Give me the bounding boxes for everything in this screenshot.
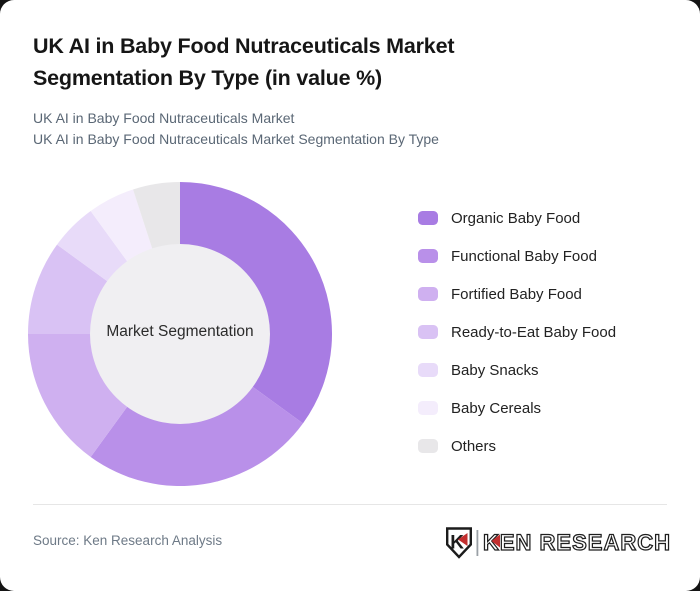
legend-label: Organic Baby Food [451, 209, 581, 227]
legend-label: Baby Cereals [451, 399, 542, 417]
logo-wordmark: KEN RESEARCH [482, 529, 671, 555]
legend-item-baby-cereals[interactable]: Baby Cereals [418, 399, 616, 417]
legend-swatch [418, 211, 438, 225]
legend-swatch [418, 249, 438, 263]
ken-research-logo: K KEN RESEARCH [446, 527, 671, 559]
legend-label: Baby Snacks [451, 361, 539, 379]
logo-wordmark-accent [491, 534, 500, 548]
svg-text:K: K [450, 533, 464, 554]
logo-separator [476, 530, 479, 556]
donut-chart-area [28, 182, 332, 486]
legend-item-baby-snacks[interactable]: Baby Snacks [418, 361, 616, 379]
source-note: Source: Ken Research Analysis [33, 533, 223, 548]
legend-swatch [418, 439, 438, 453]
legend-item-functional-baby-food[interactable]: Functional Baby Food [418, 247, 616, 265]
page-title: UK AI in Baby Food Nutraceuticals Market… [33, 34, 455, 90]
donut-chart [28, 182, 332, 486]
legend-swatch [418, 325, 438, 339]
logo-shield-icon: K [446, 527, 472, 559]
donut-center-label: Market Segmentation [106, 323, 254, 340]
legend-item-organic-baby-food[interactable]: Organic Baby Food [418, 209, 616, 227]
legend-item-fortified-baby-food[interactable]: Fortified Baby Food [418, 285, 616, 303]
legend-label: Others [451, 437, 497, 455]
legend-label: Ready-to-Eat Baby Food [451, 323, 617, 341]
legend-item-ready-to-eat-baby-food[interactable]: Ready-to-Eat Baby Food [418, 323, 617, 341]
footer-divider [33, 504, 667, 505]
legend-swatch [418, 287, 438, 301]
svg-text:KEN RESEARCH: KEN RESEARCH [483, 530, 671, 555]
donut-hole [90, 244, 270, 424]
legend-label: Functional Baby Food [451, 247, 597, 265]
legend: Organic Baby Food Functional Baby Food For… [418, 210, 616, 476]
chart-subtitle-1: UK AI in Baby Food Nutraceuticals Market [33, 110, 295, 126]
logo-shield-accent [458, 533, 468, 546]
legend-label: Fortified Baby Food [451, 285, 582, 303]
legend-swatch [418, 401, 438, 415]
legend-item-others[interactable]: Others [418, 437, 616, 455]
chart-subtitle-2: UK AI in Baby Food Nutraceuticals Market… [33, 131, 439, 147]
legend-swatch [418, 363, 438, 377]
